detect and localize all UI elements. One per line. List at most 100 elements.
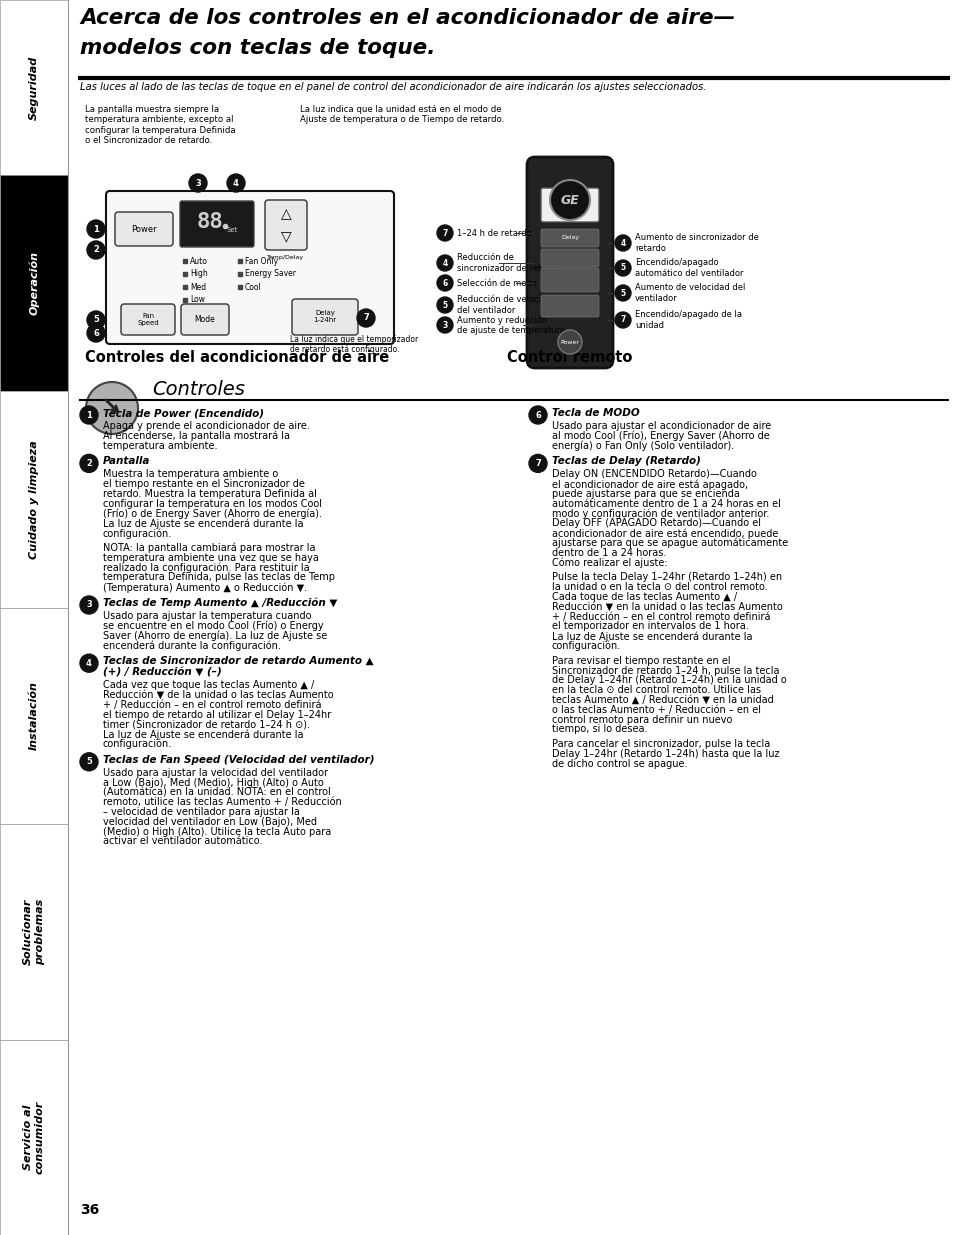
Text: Power: Power: [132, 225, 156, 233]
Text: 3: 3: [442, 321, 447, 330]
Text: Las luces al lado de las teclas de toque en el panel de control del acondicionad: Las luces al lado de las teclas de toque…: [80, 82, 706, 93]
Text: La luz de Ajuste se encenderá durante la: La luz de Ajuste se encenderá durante la: [103, 519, 303, 529]
Text: High: High: [190, 269, 208, 279]
Text: 5: 5: [93, 315, 99, 325]
Text: Para cancelar el sincronizador, pulse la tecla: Para cancelar el sincronizador, pulse la…: [552, 740, 769, 750]
Circle shape: [80, 655, 98, 672]
Text: temperatura ambiente.: temperatura ambiente.: [103, 441, 217, 451]
Text: Usado para ajustar el acondicionador de aire: Usado para ajustar el acondicionador de …: [552, 421, 770, 431]
Text: + / Reducción – en el control remoto definirá: + / Reducción – en el control remoto def…: [103, 700, 321, 710]
Text: control remoto para definir un nuevo: control remoto para definir un nuevo: [552, 715, 732, 725]
Text: Tecla de MODO: Tecla de MODO: [552, 408, 639, 417]
Text: ajustarse para que se apague automáticamente: ajustarse para que se apague automáticam…: [552, 538, 787, 548]
Text: realizado la configuración. Para restituir la: realizado la configuración. Para restitu…: [103, 563, 310, 573]
Circle shape: [615, 235, 630, 251]
Text: temperatura Definida, pulse las teclas de Temp: temperatura Definida, pulse las teclas d…: [103, 572, 335, 583]
Text: puede ajustarse para que se encienda: puede ajustarse para que se encienda: [552, 489, 740, 499]
Circle shape: [615, 261, 630, 275]
Text: configuración.: configuración.: [552, 641, 620, 652]
Bar: [0, 1040, 68, 1235]
Text: a Low (Bajo), Med (Medio), High (Alto) o Auto: a Low (Bajo), Med (Medio), High (Alto) o…: [103, 778, 323, 788]
Bar: [0, 175, 68, 391]
Text: 88: 88: [196, 212, 223, 232]
Text: 5: 5: [86, 757, 91, 766]
Text: Saver (Ahorro de energía). La luz de Ajuste se: Saver (Ahorro de energía). La luz de Aju…: [103, 631, 327, 641]
Text: acondicionador de aire está encendido, puede: acondicionador de aire está encendido, p…: [552, 529, 778, 538]
Circle shape: [227, 174, 245, 191]
Text: Encendido/apagado de la
unidad: Encendido/apagado de la unidad: [635, 310, 741, 330]
Text: 1–24 h de retardo: 1–24 h de retardo: [456, 228, 531, 237]
Text: 7: 7: [619, 315, 625, 325]
Text: Fan
Speed: Fan Speed: [137, 312, 158, 326]
Text: Tecla de Power (Encendido): Tecla de Power (Encendido): [103, 408, 264, 417]
Text: Power: Power: [560, 340, 578, 345]
Text: 5: 5: [442, 300, 447, 310]
Text: 2: 2: [86, 459, 91, 468]
Text: energía) o Fan Only (Solo ventilador).: energía) o Fan Only (Solo ventilador).: [552, 441, 734, 451]
Text: GE: GE: [560, 194, 578, 206]
Text: Muestra la temperatura ambiente o: Muestra la temperatura ambiente o: [103, 469, 278, 479]
Circle shape: [80, 753, 98, 771]
Text: de dicho control se apague.: de dicho control se apague.: [552, 758, 687, 769]
Circle shape: [550, 180, 589, 220]
Text: Mode: Mode: [194, 315, 215, 324]
FancyBboxPatch shape: [181, 304, 229, 335]
Text: Al encenderse, la pantalla mostrará la: Al encenderse, la pantalla mostrará la: [103, 431, 290, 441]
Text: ▽: ▽: [280, 228, 291, 243]
Circle shape: [529, 406, 546, 424]
FancyBboxPatch shape: [180, 201, 253, 247]
FancyBboxPatch shape: [540, 268, 598, 291]
Circle shape: [529, 454, 546, 473]
FancyBboxPatch shape: [121, 304, 174, 335]
Text: Usado para ajustar la temperatura cuando: Usado para ajustar la temperatura cuando: [103, 611, 312, 621]
Circle shape: [189, 174, 207, 191]
Text: Pulse la tecla Delay 1–24hr (Retardo 1–24h) en: Pulse la tecla Delay 1–24hr (Retardo 1–2…: [552, 572, 781, 583]
Text: la unidad o en la tecla ⊙ del control remoto.: la unidad o en la tecla ⊙ del control re…: [552, 582, 767, 593]
Circle shape: [436, 275, 453, 291]
Text: La luz indica que la unidad está en el modo de
Ajuste de temperatura o de Tiempo: La luz indica que la unidad está en el m…: [299, 105, 504, 125]
Text: Cada toque de las teclas Aumento ▲ /: Cada toque de las teclas Aumento ▲ /: [552, 592, 737, 601]
Text: Set: Set: [227, 227, 238, 233]
Text: 7: 7: [442, 228, 447, 237]
Bar: [0, 608, 68, 824]
Text: (Medio) o High (Alto). Utilice la tecla Auto para: (Medio) o High (Alto). Utilice la tecla …: [103, 826, 331, 836]
Text: Cuidado y limpieza: Cuidado y limpieza: [29, 440, 39, 559]
Text: modo y configuración de ventilador anterior.: modo y configuración de ventilador anter…: [552, 509, 768, 519]
Text: retardo. Muestra la temperatura Definida al: retardo. Muestra la temperatura Definida…: [103, 489, 316, 499]
FancyBboxPatch shape: [292, 299, 357, 335]
Text: (Automática) en la unidad. NOTA: en el control: (Automática) en la unidad. NOTA: en el c…: [103, 788, 331, 798]
Text: velocidad del ventilador en Low (Bajo), Med: velocidad del ventilador en Low (Bajo), …: [103, 816, 316, 826]
Text: configuración.: configuración.: [103, 739, 172, 750]
Text: 1: 1: [86, 410, 91, 420]
Circle shape: [86, 382, 138, 433]
Circle shape: [87, 324, 105, 342]
Text: Cool: Cool: [245, 283, 261, 291]
Text: temperatura ambiente una vez que se haya: temperatura ambiente una vez que se haya: [103, 553, 318, 563]
Circle shape: [80, 406, 98, 424]
Text: Reducción de velocidad
del ventilador: Reducción de velocidad del ventilador: [456, 295, 557, 315]
Text: Med: Med: [190, 283, 206, 291]
Text: 6: 6: [93, 329, 99, 337]
Text: 5: 5: [619, 263, 625, 273]
Text: 36: 36: [80, 1203, 99, 1216]
Circle shape: [436, 296, 453, 312]
Text: 4: 4: [442, 258, 447, 268]
Circle shape: [436, 254, 453, 270]
Circle shape: [436, 317, 453, 333]
Text: Acerca de los controles en el acondicionador de aire—: Acerca de los controles en el acondicion…: [80, 7, 735, 28]
Text: Cómo realizar el ajuste:: Cómo realizar el ajuste:: [552, 557, 667, 568]
Text: el tiempo restante en el Sincronizador de: el tiempo restante en el Sincronizador d…: [103, 479, 305, 489]
Text: se encuentre en el modo Cool (Frío) o Energy: se encuentre en el modo Cool (Frío) o En…: [103, 621, 323, 631]
Text: Sincronizador de retardo 1–24 h, pulse la tecla: Sincronizador de retardo 1–24 h, pulse l…: [552, 666, 779, 676]
Text: tiempo, si lo desea.: tiempo, si lo desea.: [552, 725, 647, 735]
Text: (Frío) o de Energy Saver (Ahorro de energía).: (Frío) o de Energy Saver (Ahorro de ener…: [103, 509, 322, 519]
Text: (+) / Reducción ▼ (–): (+) / Reducción ▼ (–): [103, 667, 221, 677]
Text: Delay OFF (APAGADO Retardo)—Cuando el: Delay OFF (APAGADO Retardo)—Cuando el: [552, 519, 760, 529]
Text: 2: 2: [93, 246, 99, 254]
Text: Pantalla: Pantalla: [103, 457, 151, 467]
Text: 6: 6: [442, 279, 447, 288]
Text: Fan Only: Fan Only: [245, 257, 278, 266]
Text: de Delay 1–24hr (Retardo 1–24h) en la unidad o: de Delay 1–24hr (Retardo 1–24h) en la un…: [552, 676, 786, 685]
Text: Controles del acondicionador de aire: Controles del acondicionador de aire: [85, 350, 389, 366]
Text: Servicio al
consumidor: Servicio al consumidor: [23, 1100, 45, 1174]
